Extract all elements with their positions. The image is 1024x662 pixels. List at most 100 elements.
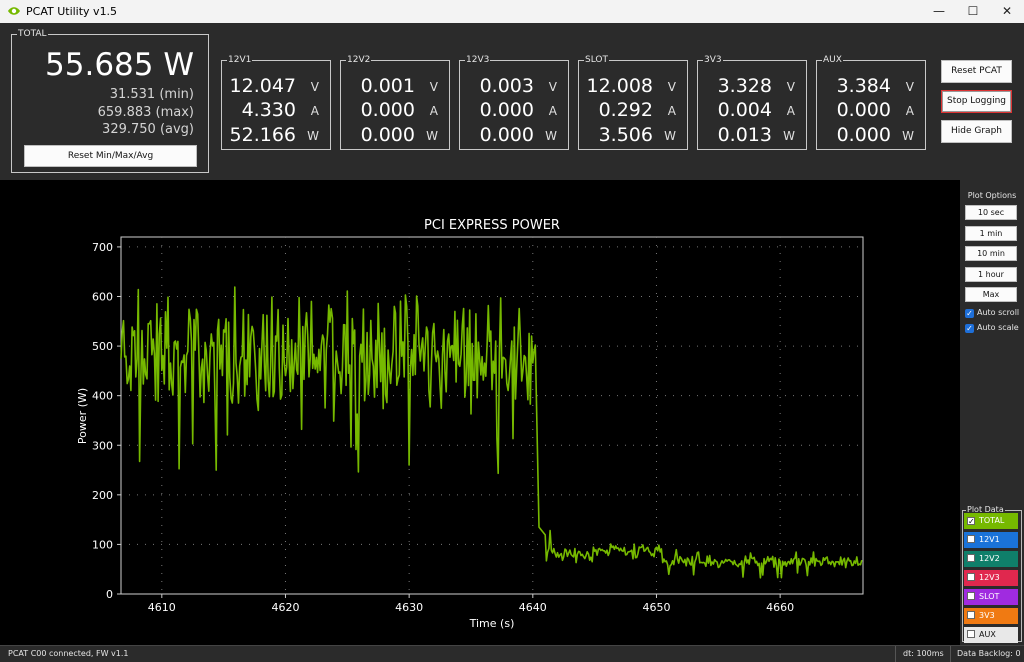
- rail-w-unit: W: [426, 129, 438, 143]
- plot-data-3v3-toggle[interactable]: 3V3: [964, 608, 1018, 624]
- plot-data-12v2-toggle[interactable]: 12V2: [964, 551, 1018, 567]
- plot-area: PCI EXPRESS POWER 0 100 200 300 400 500 600 700…: [0, 180, 960, 645]
- y-tick-label: 100: [92, 538, 113, 551]
- auto-scale-checkbox[interactable]: ✓ Auto scale: [965, 323, 1019, 333]
- checkbox-icon: [967, 630, 975, 638]
- range-1-min-button[interactable]: 1 min: [965, 226, 1017, 241]
- rail-v-unit: V: [667, 80, 676, 94]
- auto-scroll-label: Auto scroll: [977, 308, 1020, 317]
- dt-status: dt: 100ms: [903, 649, 944, 658]
- checkmark-icon: ✓: [967, 517, 975, 526]
- total-group: TOTAL 55.685 W 31.531 (min) 659.883 (max…: [11, 28, 209, 173]
- rail-a-unit: A: [429, 104, 438, 118]
- y-tick-label: 500: [92, 340, 113, 353]
- rail-a-value: 0.292: [598, 99, 653, 121]
- rail-label: AUX: [822, 54, 843, 66]
- y-axis-label: Power (W): [76, 388, 89, 444]
- rail-w-value: 0.013: [717, 124, 772, 146]
- window-title: PCAT Utility v1.5: [26, 5, 118, 18]
- checkbox-icon: [967, 554, 975, 562]
- rail-w-value: 0.000: [360, 124, 415, 146]
- plot-data-slot-toggle[interactable]: SLOT: [964, 589, 1018, 605]
- checkmark-icon: ✓: [965, 324, 974, 333]
- rail-group-12v2: 12V2 0.001 V 0.000 A 0.000 W: [340, 54, 450, 150]
- minimize-icon[interactable]: —: [933, 4, 945, 18]
- hide-graph-button[interactable]: Hide Graph: [941, 120, 1012, 143]
- reset-min-max-avg-button[interactable]: Reset Min/Max/Avg: [24, 145, 197, 167]
- y-tick-label: 300: [92, 439, 113, 452]
- rail-v-unit: V: [310, 80, 319, 94]
- rail-group-slot: SLOT 12.008 V 0.292 A 3.506 W: [578, 54, 688, 150]
- range-1-hour-button[interactable]: 1 hour: [965, 267, 1017, 282]
- rail-v-value: 0.001: [360, 75, 415, 97]
- plot-data-12v3-toggle[interactable]: 12V3: [964, 570, 1018, 586]
- stop-logging-button[interactable]: Stop Logging: [941, 90, 1012, 113]
- plot-data-label: SLOT: [979, 592, 1000, 601]
- rail-w-value: 0.000: [479, 124, 534, 146]
- rail-w-value: 3.506: [598, 124, 653, 146]
- checkbox-icon: [967, 592, 975, 600]
- x-axis-label: Time (s): [469, 617, 515, 630]
- rail-a-value: 0.000: [836, 99, 891, 121]
- rail-label: 12V1: [227, 54, 253, 66]
- rail-w-value: 0.000: [836, 124, 891, 146]
- checkbox-icon: [967, 611, 975, 619]
- rail-v-unit: V: [905, 80, 914, 94]
- rail-a-value: 4.330: [241, 99, 296, 121]
- maximize-icon[interactable]: ☐: [967, 4, 979, 18]
- reset-pcat-button[interactable]: Reset PCAT: [941, 60, 1012, 83]
- plot-data-12v1-toggle[interactable]: 12V1: [964, 532, 1018, 548]
- rail-group-aux: AUX 3.384 V 0.000 A 0.000 W: [816, 54, 926, 150]
- auto-scale-label: Auto scale: [977, 323, 1019, 332]
- connection-status: PCAT C00 connected, FW v1.1: [8, 649, 129, 658]
- rail-group-12v3: 12V3 0.003 V 0.000 A 0.000 W: [459, 54, 569, 150]
- total-avg-value: 329.750 (avg): [102, 122, 194, 137]
- rail-a-unit: A: [905, 104, 914, 118]
- plot-data-total-toggle[interactable]: ✓ TOTAL: [964, 513, 1018, 529]
- rail-w-unit: W: [902, 129, 914, 143]
- status-separator: [950, 646, 951, 662]
- rail-label: 3V3: [703, 54, 723, 66]
- axis-ticks: 0 100 200 300 400 500 600 700 4610 4620 4630 4640 46…: [92, 241, 794, 614]
- total-min-value: 31.531 (min): [109, 87, 194, 102]
- rail-label: SLOT: [584, 54, 609, 66]
- rail-w-value: 52.166: [229, 124, 296, 146]
- y-tick-label: 600: [92, 291, 113, 304]
- backlog-status: Data Backlog: 0: [957, 649, 1021, 658]
- readout-panel: TOTAL 55.685 W 31.531 (min) 659.883 (max…: [0, 23, 1024, 180]
- rail-label: 12V2: [346, 54, 372, 66]
- x-tick-label: 4640: [519, 601, 547, 614]
- total-power-series-line: [120, 286, 863, 579]
- y-tick-label: 700: [92, 241, 113, 254]
- rail-a-unit: A: [786, 104, 795, 118]
- plot-data-label: TOTAL: [979, 516, 1005, 525]
- range-max-button[interactable]: Max: [965, 287, 1017, 302]
- checkbox-icon: [967, 573, 975, 581]
- plot-options-header: Plot Options: [967, 191, 1017, 200]
- plot-data-label: 12V2: [979, 554, 1000, 563]
- y-tick-label: 400: [92, 390, 113, 403]
- plot-data-label: AUX: [979, 630, 996, 639]
- rail-v-value: 12.008: [586, 75, 653, 97]
- rail-a-unit: A: [667, 104, 676, 118]
- x-tick-label: 4620: [271, 601, 299, 614]
- close-icon[interactable]: ✕: [1001, 4, 1013, 18]
- x-tick-label: 4660: [766, 601, 794, 614]
- total-power-value: 55.685 W: [45, 47, 194, 83]
- title-bar: PCAT Utility v1.5 — ☐ ✕: [0, 0, 1024, 23]
- rail-v-value: 0.003: [479, 75, 534, 97]
- rail-v-value: 3.384: [836, 75, 891, 97]
- rail-group-12v1: 12V1 12.047 V 4.330 A 52.166 W: [221, 54, 331, 150]
- rail-a-value: 0.000: [479, 99, 534, 121]
- rail-w-unit: W: [664, 129, 676, 143]
- range-10-sec-button[interactable]: 10 sec: [965, 205, 1017, 220]
- auto-scroll-checkbox[interactable]: ✓ Auto scroll: [965, 308, 1019, 318]
- plot-data-aux-toggle[interactable]: AUX: [964, 627, 1018, 643]
- checkmark-icon: ✓: [965, 309, 974, 318]
- rail-label: 12V3: [465, 54, 491, 66]
- series-layer: [120, 286, 863, 579]
- range-10-min-button[interactable]: 10 min: [965, 246, 1017, 261]
- status-bar: PCAT C00 connected, FW v1.1 dt: 100ms Da…: [0, 645, 1024, 662]
- chart-title: PCI EXPRESS POWER: [424, 218, 560, 233]
- rail-v-value: 12.047: [229, 75, 296, 97]
